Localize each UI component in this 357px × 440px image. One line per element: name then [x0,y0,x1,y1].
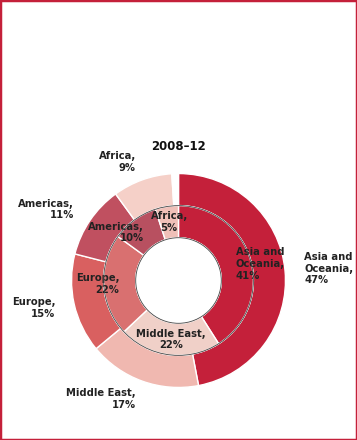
Wedge shape [178,173,286,385]
Wedge shape [71,254,121,348]
Text: Middle East,
17%: Middle East, 17% [66,389,136,410]
Text: Middle East,
22%: Middle East, 22% [136,329,206,350]
Wedge shape [75,194,135,262]
Text: 2008–12: 2008–12 [151,140,206,153]
Wedge shape [118,209,165,255]
Text: RECIPIENT REGIONS OF MAJOR
ARMS IMPORTS, 2003–2007 AND
2008–12: RECIPIENT REGIONS OF MAJOR ARMS IMPORTS,… [14,29,282,87]
Text: Europe,
22%: Europe, 22% [76,273,119,295]
Wedge shape [178,205,253,344]
Wedge shape [172,173,178,206]
Text: Americas,
11%: Americas, 11% [18,199,74,220]
Text: Africa,
5%: Africa, 5% [151,211,188,233]
Text: Europe,
15%: Europe, 15% [12,297,55,319]
Text: Asia and
Oceania,
47%: Asia and Oceania, 47% [304,252,353,285]
Wedge shape [155,205,178,240]
Text: Americas,
10%: Americas, 10% [88,222,144,243]
Text: Africa,
9%: Africa, 9% [99,151,136,172]
Text: Asia and
Oceania,
41%: Asia and Oceania, 41% [236,247,285,281]
Wedge shape [104,236,147,332]
Wedge shape [116,174,174,220]
Text: 2003–2007: 2003–2007 [147,262,218,299]
Circle shape [136,238,221,323]
Wedge shape [124,310,218,356]
Wedge shape [96,328,198,388]
